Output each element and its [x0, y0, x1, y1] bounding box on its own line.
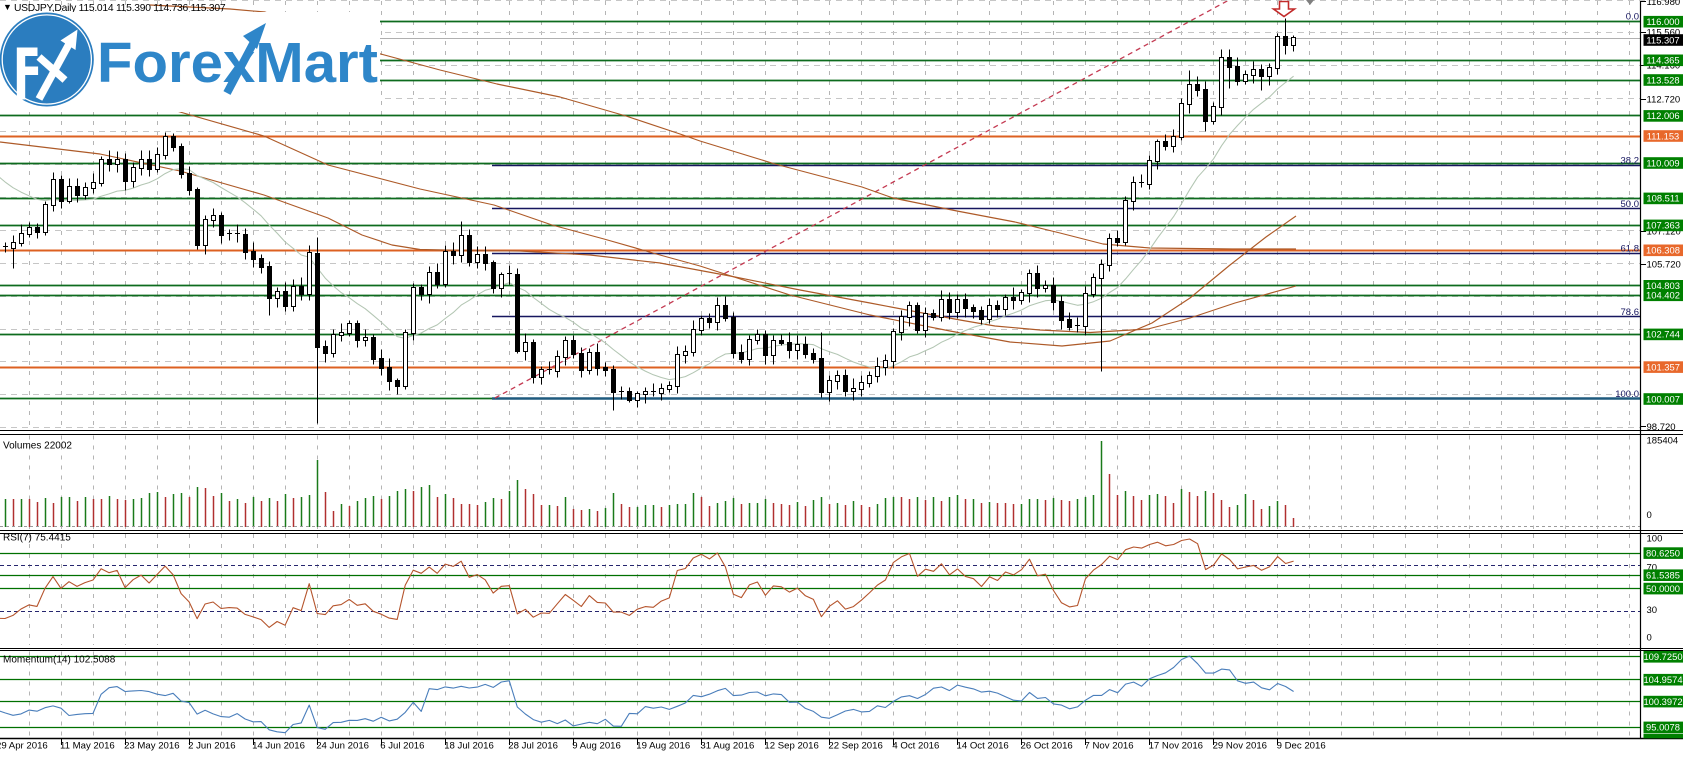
svg-text:102.744: 102.744: [1646, 329, 1680, 340]
svg-text:9 Dec 2016: 9 Dec 2016: [1277, 741, 1326, 752]
svg-text:100.0: 100.0: [1615, 389, 1639, 400]
svg-text:104.402: 104.402: [1646, 290, 1680, 301]
svg-text:14 Jun 2016: 14 Jun 2016: [252, 741, 305, 752]
svg-text:7 Nov 2016: 7 Nov 2016: [1085, 741, 1134, 752]
svg-text:24 Jun 2016: 24 Jun 2016: [316, 741, 369, 752]
svg-text:▼: ▼: [3, 2, 12, 12]
svg-text:RSI(7) 75.4415: RSI(7) 75.4415: [3, 533, 71, 544]
svg-text:2 Jun 2016: 2 Jun 2016: [188, 741, 235, 752]
svg-text:0.0: 0.0: [1626, 12, 1639, 23]
svg-text:78.6: 78.6: [1621, 307, 1640, 318]
svg-text:111.153: 111.153: [1647, 130, 1680, 141]
svg-text:61.8: 61.8: [1621, 244, 1640, 255]
svg-text:98.720: 98.720: [1647, 422, 1676, 433]
svg-text:18 Jul 2016: 18 Jul 2016: [444, 741, 494, 752]
svg-text:115.307: 115.307: [1646, 34, 1679, 45]
svg-text:30: 30: [1647, 605, 1658, 616]
svg-text:50.0000: 50.0000: [1646, 583, 1680, 594]
svg-text:95.0078: 95.0078: [1646, 722, 1680, 733]
svg-text:185404: 185404: [1647, 436, 1679, 447]
svg-text:0: 0: [1647, 633, 1652, 644]
svg-text:Momentum(14) 102.5088: Momentum(14) 102.5088: [3, 655, 116, 666]
svg-text:106.308: 106.308: [1646, 245, 1680, 256]
svg-text:ForexMart: ForexMart: [97, 31, 378, 95]
svg-text:100.3972: 100.3972: [1643, 696, 1682, 707]
svg-text:23 May 2016: 23 May 2016: [124, 741, 179, 752]
svg-text:108.511: 108.511: [1646, 193, 1679, 204]
svg-text:31 Aug 2016: 31 Aug 2016: [700, 741, 754, 752]
svg-text:38.2: 38.2: [1621, 155, 1640, 166]
svg-text:61.5385: 61.5385: [1646, 570, 1680, 581]
svg-text:109.7250: 109.7250: [1643, 651, 1682, 662]
svg-text:19 Aug 2016: 19 Aug 2016: [636, 741, 690, 752]
svg-text:29 Apr 2016: 29 Apr 2016: [0, 741, 48, 752]
svg-text:116.000: 116.000: [1646, 16, 1679, 27]
svg-text:12 Sep 2016: 12 Sep 2016: [764, 741, 818, 752]
svg-text:105.720: 105.720: [1647, 260, 1681, 271]
svg-text:Volumes 22002: Volumes 22002: [3, 441, 72, 452]
svg-text:101.357: 101.357: [1646, 361, 1680, 372]
svg-text:116.980: 116.980: [1647, 0, 1681, 8]
svg-text:26 Oct 2016: 26 Oct 2016: [1021, 741, 1073, 752]
svg-text:0: 0: [1647, 510, 1652, 521]
svg-text:9 Aug 2016: 9 Aug 2016: [572, 741, 621, 752]
svg-text:100: 100: [1647, 534, 1663, 545]
svg-text:104.9574: 104.9574: [1643, 674, 1682, 685]
svg-text:28 Jul 2016: 28 Jul 2016: [508, 741, 558, 752]
svg-text:112.720: 112.720: [1647, 95, 1681, 106]
svg-text:50.0: 50.0: [1621, 199, 1640, 210]
svg-text:14 Oct 2016: 14 Oct 2016: [957, 741, 1009, 752]
svg-text:110.009: 110.009: [1646, 157, 1679, 168]
svg-text:114.365: 114.365: [1646, 55, 1679, 66]
svg-text:22 Sep 2016: 22 Sep 2016: [828, 741, 882, 752]
svg-text:11 May 2016: 11 May 2016: [60, 741, 115, 752]
svg-text:100.007: 100.007: [1646, 393, 1680, 404]
svg-text:80.6250: 80.6250: [1646, 547, 1680, 558]
svg-text:4 Oct 2016: 4 Oct 2016: [892, 741, 939, 752]
svg-text:29 Nov 2016: 29 Nov 2016: [1213, 741, 1267, 752]
svg-text:17 Nov 2016: 17 Nov 2016: [1149, 741, 1203, 752]
svg-text:6 Jul 2016: 6 Jul 2016: [380, 741, 424, 752]
svg-text:107.363: 107.363: [1646, 220, 1680, 231]
svg-text:113.528: 113.528: [1646, 74, 1679, 85]
svg-text:112.006: 112.006: [1646, 110, 1679, 121]
